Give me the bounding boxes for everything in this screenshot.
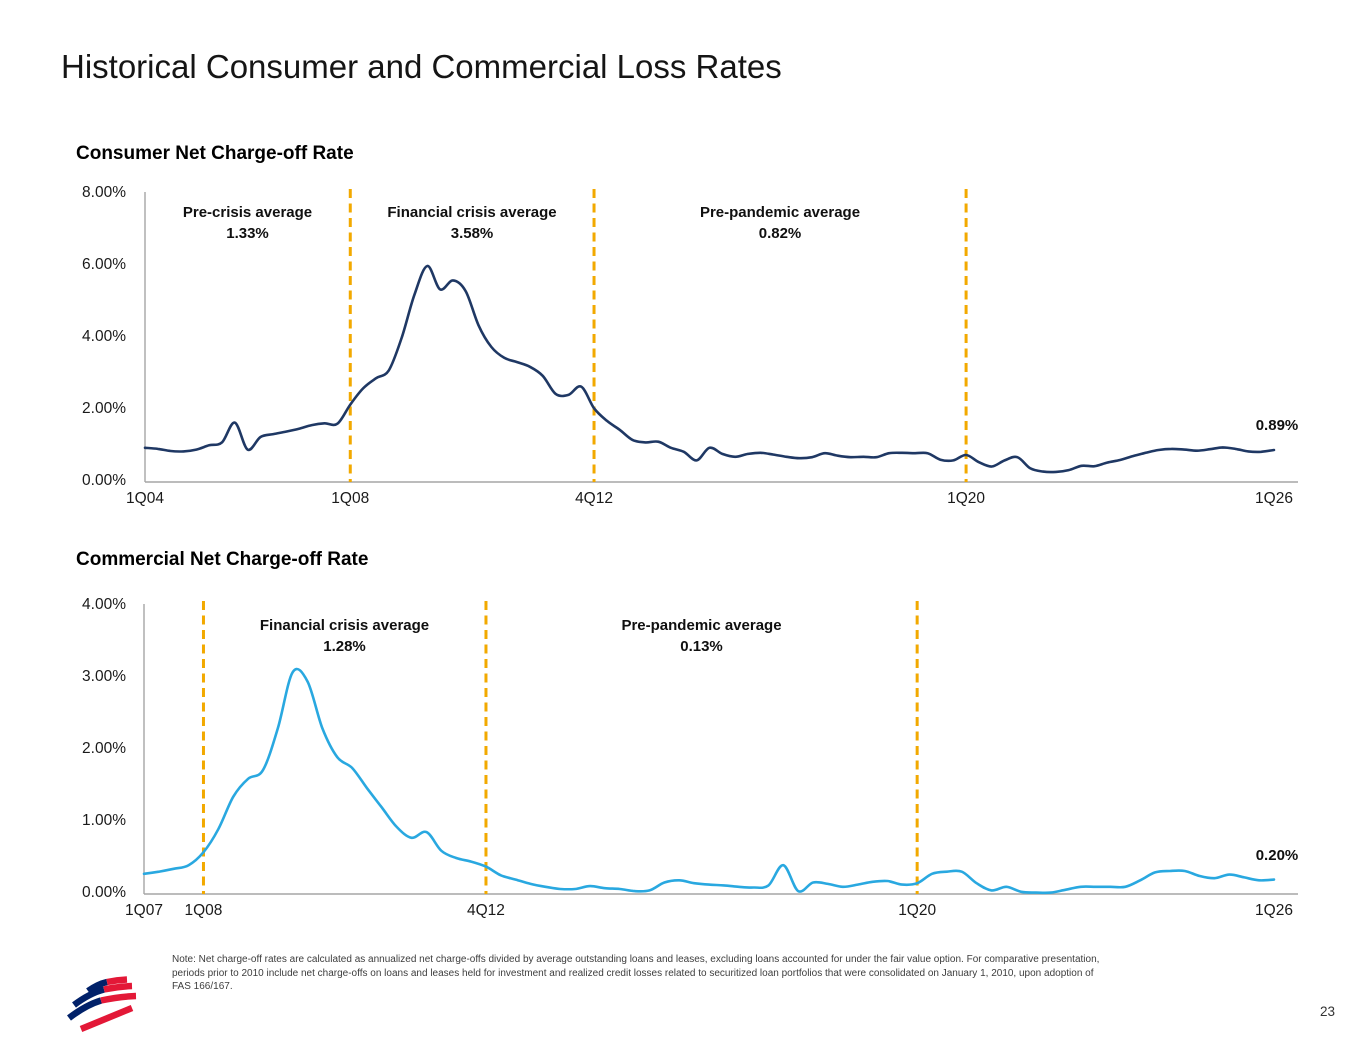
bank-of-america-logo <box>67 976 137 1033</box>
period-average-annotation: Pre-pandemic average 0.13% <box>621 615 781 657</box>
page-title: Historical Consumer and Commercial Loss … <box>61 48 782 85</box>
y-axis-tick-label: 2.00% <box>82 740 126 757</box>
footnote-line: periods prior to 2010 include net charge… <box>172 967 1094 979</box>
commercial-latest-value-label: 0.20% <box>1255 847 1299 864</box>
footnote-line: FAS 166/167. <box>172 981 233 992</box>
x-axis-tick-label: 1Q26 <box>1255 902 1293 919</box>
footnote: Note: Net charge-off rates are calculate… <box>172 953 1262 994</box>
x-axis-tick-label: 4Q12 <box>467 902 505 919</box>
y-axis-tick-label: 2.00% <box>82 400 126 417</box>
annotation-value: 3.58% <box>450 225 494 242</box>
y-axis-tick-label: 4.00% <box>82 328 126 345</box>
annotation-value: 1.28% <box>323 638 366 655</box>
footnote-line: Note: Net charge-off rates are calculate… <box>172 954 1100 965</box>
y-axis-tick-label: 0.00% <box>82 884 126 901</box>
annotation-value: 0.13% <box>680 638 723 655</box>
x-axis-tick-label: 1Q20 <box>898 902 937 919</box>
y-axis-tick-label: 4.00% <box>82 596 126 613</box>
period-divider-lines-commercial <box>201 601 919 894</box>
x-axis-tick-label: 1Q08 <box>331 490 370 507</box>
period-average-annotation: Pre-pandemic average 0.82% <box>700 202 860 244</box>
commercial-loss-rate-line <box>142 667 1276 895</box>
y-axis-tick-label: 3.00% <box>82 668 126 685</box>
annotation-value: 1.33% <box>226 225 269 242</box>
chart-title-commercial: Commercial Net Charge-off Rate <box>76 549 369 570</box>
consumer-loss-rate-line <box>143 264 1276 474</box>
y-axis-tick-label: 1.00% <box>82 812 126 829</box>
y-axis-tick-label: 0.00% <box>82 472 126 489</box>
consumer-latest-value-label: 0.89% <box>1255 417 1299 434</box>
period-average-annotation: Financial crisis average 3.58% <box>387 202 556 244</box>
period-divider-lines-consumer <box>348 189 968 482</box>
annotation-label: Financial crisis average <box>387 204 557 221</box>
annotation-label: Pre-crisis average <box>182 204 313 221</box>
y-axis-tick-label: 8.00% <box>82 184 126 201</box>
annotation-label: Pre-pandemic average <box>621 617 782 634</box>
x-axis-tick-label: 4Q12 <box>575 490 613 507</box>
annotation-label: Pre-pandemic average <box>699 204 861 221</box>
period-average-annotation: Pre-crisis average 1.33% <box>183 202 312 244</box>
x-axis-tick-label: 1Q04 <box>126 490 164 507</box>
chart-axes <box>143 192 1298 895</box>
x-axis-tick-label: 1Q26 <box>1255 490 1293 507</box>
annotation-value: 0.82% <box>758 225 802 242</box>
x-axis-tick-label: 1Q08 <box>184 902 223 919</box>
period-average-annotation: Financial crisis average 1.28% <box>260 615 429 657</box>
y-axis-tick-label: 6.00% <box>82 256 126 273</box>
chart-title-consumer: Consumer Net Charge-off Rate <box>76 143 354 164</box>
page-number: 23 <box>1319 1004 1335 1019</box>
x-axis-tick-label: 1Q07 <box>125 902 163 919</box>
x-axis-tick-label: 1Q20 <box>947 490 986 507</box>
annotation-label: Financial crisis average <box>259 617 430 634</box>
